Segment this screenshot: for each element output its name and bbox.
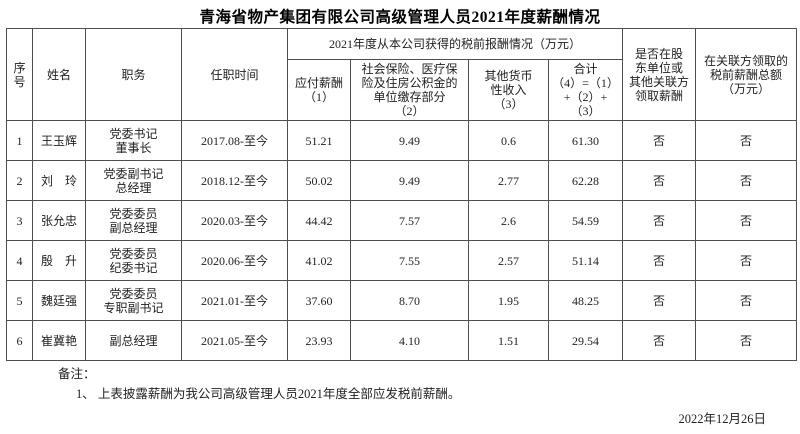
cell-insurance: 7.55	[350, 240, 469, 281]
cell-other: 0.6	[468, 120, 549, 161]
cell-tenure: 2020.03-至今	[181, 200, 288, 241]
header-compensation-group: 2021年度从本公司获得的税前报酬情况（万元）	[286, 28, 624, 60]
cell-other: 1.51	[468, 320, 549, 361]
header-other-income: 其他货币 性收入 （3）	[468, 59, 549, 121]
cell-total: 54.59	[547, 200, 624, 241]
cell-seq: 1	[6, 120, 33, 161]
cell-name: 崔冀艳	[32, 320, 86, 361]
cell-related: 否	[695, 320, 798, 361]
header-total: 合计 （4）=（1） +（2）+ （3）	[547, 59, 624, 121]
header-related-party: 在关联方领取的 税前薪酬总额 （万元）	[695, 28, 798, 121]
cell-insurance: 8.70	[350, 280, 469, 321]
page-title: 青海省物产集团有限公司高级管理人员2021年度薪酬情况	[199, 9, 601, 26]
cell-total: 62.28	[547, 160, 624, 201]
cell-shareholder: 否	[622, 320, 697, 361]
table-row: 3 张允忠 党委委员 副总经理 2020.03-至今 44.42 7.57 2.…	[6, 200, 798, 241]
header-row-2: 应付薪酬 （1） 社会保险、医疗保 险及住房公积金的 单位缴存部分 （2） 其他…	[7, 59, 797, 121]
cell-shareholder: 否	[622, 280, 697, 321]
cell-insurance: 9.49	[350, 160, 469, 201]
cell-payable: 51.21	[287, 120, 351, 161]
table-row: 1 王玉辉 党委书记 董事长 2017.08-至今 51.21 9.49 0.6…	[6, 120, 798, 161]
cell-shareholder: 否	[622, 160, 697, 201]
cell-seq: 2	[6, 160, 33, 201]
cell-total: 48.25	[547, 280, 624, 321]
cell-position: 党委副书记 总经理	[85, 160, 182, 201]
cell-insurance: 9.49	[350, 120, 469, 161]
cell-payable: 44.42	[287, 200, 351, 241]
cell-shareholder: 否	[622, 200, 697, 241]
notes-section: 备注： 1、 上表披露薪酬为我公司高级管理人员2021年度全部应发税前薪酬。	[58, 364, 460, 404]
cell-position: 党委委员 专职副书记	[85, 280, 182, 321]
cell-payable: 50.02	[287, 160, 351, 201]
notes-label: 备注：	[58, 367, 96, 381]
cell-total: 29.54	[547, 320, 624, 361]
note-item-1: 1、 上表披露薪酬为我公司高级管理人员2021年度全部应发税前薪酬。	[76, 387, 461, 401]
header-insurance: 社会保险、医疗保 险及住房公积金的 单位缴存部分 （2）	[350, 59, 469, 121]
cell-name: 王玉辉	[32, 120, 86, 161]
cell-payable: 23.93	[287, 320, 351, 361]
cell-other: 2.57	[468, 240, 549, 281]
cell-total: 61.30	[547, 120, 624, 161]
cell-position: 副总经理	[85, 320, 182, 361]
cell-other: 2.77	[468, 160, 549, 201]
header-position: 职务	[85, 28, 182, 121]
cell-seq: 5	[6, 280, 33, 321]
cell-tenure: 2021.05-至今	[181, 320, 288, 361]
cell-name: 殷 升	[32, 240, 86, 281]
header-name: 姓名	[32, 28, 86, 121]
cell-related: 否	[695, 120, 798, 161]
cell-other: 1.95	[468, 280, 549, 321]
cell-payable: 41.02	[287, 240, 351, 281]
cell-position: 党委委员 副总经理	[85, 200, 182, 241]
cell-tenure: 2020.06-至今	[181, 240, 288, 281]
header-shareholder: 是否在股 东单位或 其他关联方 领取薪酬	[622, 28, 697, 121]
cell-tenure: 2021.01-至今	[181, 280, 288, 321]
cell-related: 否	[695, 240, 798, 281]
header-row-1: 序 号 姓名 职务 任职时间 2021年度从本公司获得的税前报酬情况（万元） 是…	[6, 28, 798, 121]
document-date: 2022年12月26日	[678, 412, 766, 426]
table-row: 2 刘 玲 党委副书记 总经理 2018.12-至今 50.02 9.49 2.…	[6, 160, 798, 201]
header-payable: 应付薪酬 （1）	[287, 59, 351, 121]
cell-name: 刘 玲	[32, 160, 86, 201]
table-row: 6 崔冀艳 副总经理 2021.05-至今 23.93 4.10 1.51 29…	[6, 320, 798, 361]
cell-name: 魏廷强	[32, 280, 86, 321]
cell-insurance: 4.10	[350, 320, 469, 361]
header-seq: 序 号	[6, 28, 33, 121]
cell-other: 2.6	[468, 200, 549, 241]
table-row: 5 魏廷强 党委委员 专职副书记 2021.01-至今 37.60 8.70 1…	[6, 280, 798, 321]
cell-position: 党委委员 纪委书记	[85, 240, 182, 281]
cell-insurance: 7.57	[350, 200, 469, 241]
cell-shareholder: 否	[622, 240, 697, 281]
cell-related: 否	[695, 280, 798, 321]
cell-payable: 37.60	[287, 280, 351, 321]
salary-table: 序 号 姓名 职务 任职时间 2021年度从本公司获得的税前报酬情况（万元） 是…	[6, 28, 798, 361]
cell-seq: 4	[6, 240, 33, 281]
cell-related: 否	[695, 200, 798, 241]
cell-seq: 3	[6, 200, 33, 241]
cell-tenure: 2018.12-至今	[181, 160, 288, 201]
cell-total: 51.14	[547, 240, 624, 281]
cell-name: 张允忠	[32, 200, 86, 241]
cell-tenure: 2017.08-至今	[181, 120, 288, 161]
cell-related: 否	[695, 160, 798, 201]
table-row: 4 殷 升 党委委员 纪委书记 2020.06-至今 41.02 7.55 2.…	[6, 240, 798, 281]
cell-seq: 6	[6, 320, 33, 361]
cell-position: 党委书记 董事长	[85, 120, 182, 161]
cell-shareholder: 否	[622, 120, 697, 161]
header-tenure: 任职时间	[181, 28, 288, 121]
